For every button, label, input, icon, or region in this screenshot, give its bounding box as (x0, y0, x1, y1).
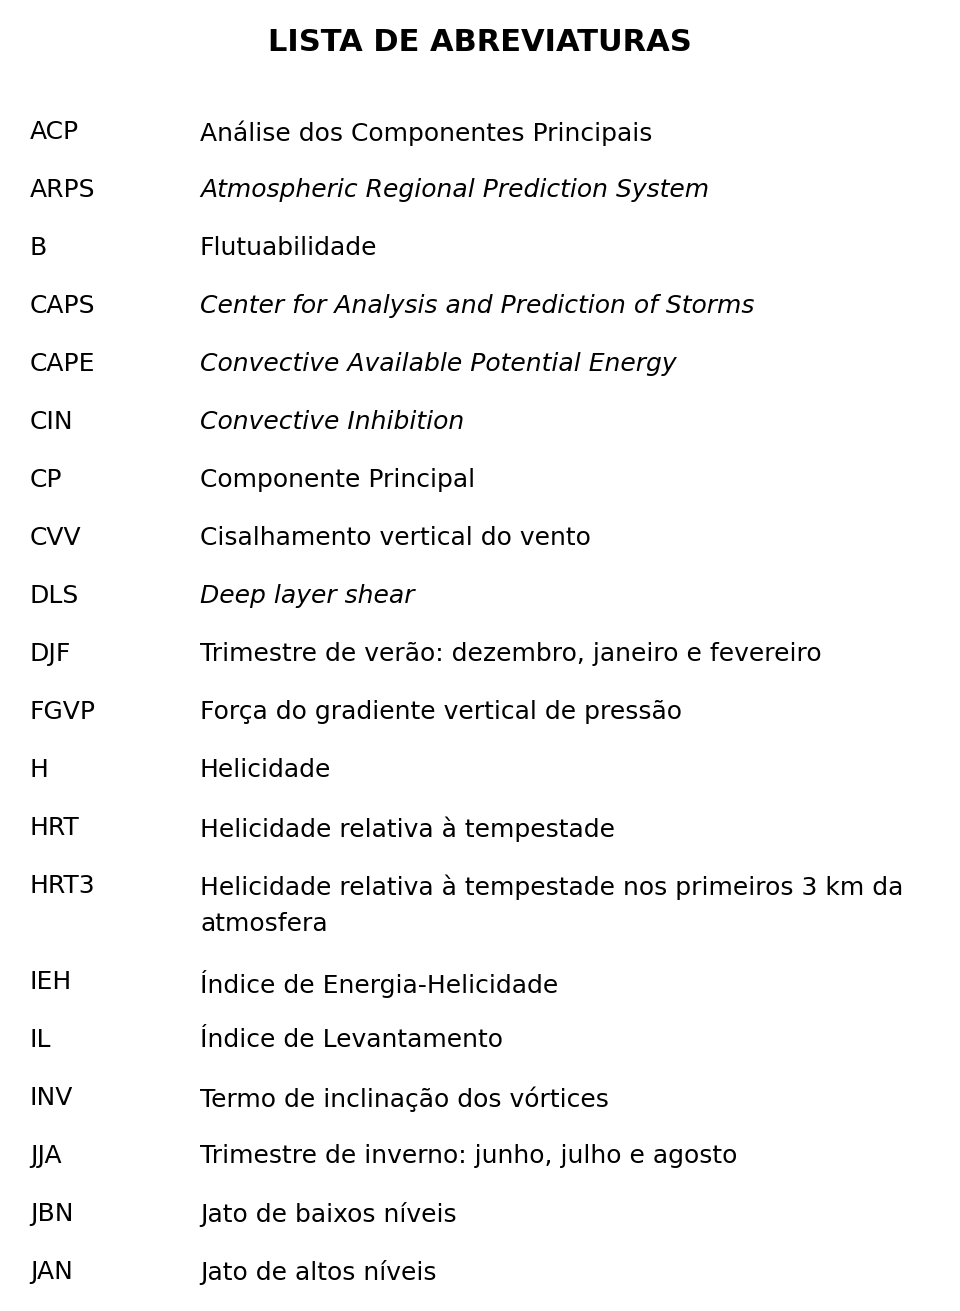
Text: Jato de altos níveis: Jato de altos níveis (200, 1260, 437, 1285)
Text: DJF: DJF (30, 642, 71, 666)
Text: DLS: DLS (30, 583, 80, 608)
Text: atmosfera: atmosfera (200, 912, 327, 936)
Text: JJA: JJA (30, 1145, 61, 1168)
Text: Flutuabilidade: Flutuabilidade (200, 236, 377, 260)
Text: CVV: CVV (30, 526, 82, 551)
Text: Jato de baixos níveis: Jato de baixos níveis (200, 1202, 457, 1227)
Text: Helicidade relativa à tempestade: Helicidade relativa à tempestade (200, 815, 615, 842)
Text: Convective Inhibition: Convective Inhibition (200, 410, 465, 434)
Text: Índice de Energia-Helicidade: Índice de Energia-Helicidade (200, 970, 559, 998)
Text: FGVP: FGVP (30, 700, 96, 724)
Text: HRT: HRT (30, 815, 80, 840)
Text: Trimestre de inverno: junho, julho e agosto: Trimestre de inverno: junho, julho e ago… (200, 1145, 737, 1168)
Text: JBN: JBN (30, 1202, 74, 1226)
Text: LISTA DE ABREVIATURAS: LISTA DE ABREVIATURAS (268, 28, 692, 56)
Text: Deep layer shear: Deep layer shear (200, 583, 415, 608)
Text: ARPS: ARPS (30, 178, 95, 202)
Text: Helicidade: Helicidade (200, 758, 331, 781)
Text: CP: CP (30, 468, 62, 492)
Text: INV: INV (30, 1086, 73, 1110)
Text: B: B (30, 236, 47, 260)
Text: Convective Available Potential Energy: Convective Available Potential Energy (200, 351, 677, 376)
Text: IL: IL (30, 1028, 52, 1051)
Text: Índice de Levantamento: Índice de Levantamento (200, 1028, 503, 1051)
Text: IEH: IEH (30, 970, 72, 994)
Text: Cisalhamento vertical do vento: Cisalhamento vertical do vento (200, 526, 590, 551)
Text: JAN: JAN (30, 1260, 73, 1283)
Text: Atmospheric Regional Prediction System: Atmospheric Regional Prediction System (200, 178, 709, 202)
Text: H: H (30, 758, 49, 781)
Text: HRT3: HRT3 (30, 874, 96, 898)
Text: Componente Principal: Componente Principal (200, 468, 475, 492)
Text: CIN: CIN (30, 410, 74, 434)
Text: Força do gradiente vertical de pressão: Força do gradiente vertical de pressão (200, 700, 682, 724)
Text: Trimestre de verão: dezembro, janeiro e fevereiro: Trimestre de verão: dezembro, janeiro e … (200, 642, 822, 666)
Text: Center for Analysis and Prediction of Storms: Center for Analysis and Prediction of St… (200, 294, 755, 319)
Text: Análise dos Componentes Principais: Análise dos Componentes Principais (200, 121, 653, 146)
Text: CAPS: CAPS (30, 294, 95, 319)
Text: Termo de inclinação dos vórtices: Termo de inclinação dos vórtices (200, 1086, 609, 1112)
Text: CAPE: CAPE (30, 351, 95, 376)
Text: Helicidade relativa à tempestade nos primeiros 3 km da: Helicidade relativa à tempestade nos pri… (200, 874, 903, 899)
Text: ACP: ACP (30, 121, 79, 144)
